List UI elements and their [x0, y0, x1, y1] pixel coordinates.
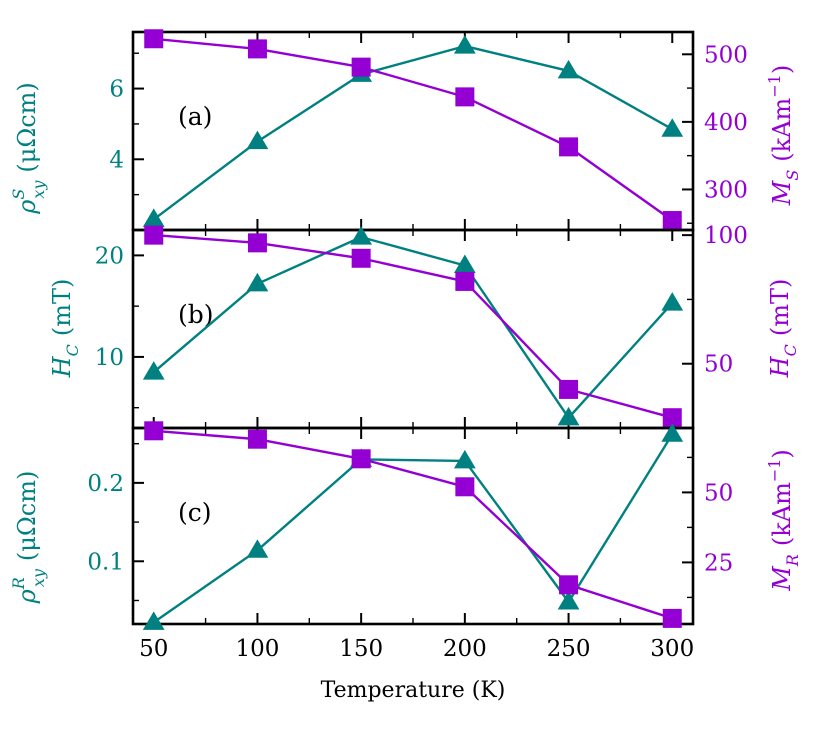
y-right-tick-label: 100 [704, 223, 748, 249]
data-point-triangle [350, 226, 373, 245]
data-point-triangle [142, 208, 165, 227]
series-line-square [153, 233, 673, 419]
data-point-square [144, 29, 164, 49]
data-point-square [351, 449, 371, 469]
data-point-triangle [142, 611, 165, 630]
data-point-square [455, 477, 475, 497]
data-point-square [559, 575, 579, 595]
data-point-triangle [557, 59, 580, 79]
data-point-square [144, 421, 164, 441]
y-right-label-sub: R [783, 554, 802, 567]
x-tick-label: 50 [139, 636, 168, 662]
y-left-label: ρSxy (μΩcm) [9, 82, 48, 215]
data-point-triangle [661, 292, 684, 311]
y-right-tick-label: 25 [704, 550, 733, 576]
y-left-tick-label: 4 [109, 147, 124, 173]
data-point-triangle [246, 539, 269, 558]
data-point-square [559, 379, 579, 399]
data-point-triangle [453, 35, 476, 54]
data-point-triangle [246, 130, 269, 150]
y-right-tick-label: 50 [704, 352, 733, 378]
y-right-label-symbol: H [766, 355, 794, 378]
y-right-label-sub: S [783, 170, 802, 181]
x-tick-label: 100 [235, 636, 279, 662]
y-right-label-unit: (mT) [766, 279, 794, 337]
y-right-label-close: ) [768, 449, 796, 458]
y-right-label-symbol: M [768, 565, 796, 592]
series-line-triangle [153, 433, 674, 624]
y-right-label: MR (kAm−1) [765, 449, 802, 592]
panel-frame [131, 426, 695, 626]
y-left-label-sub: C [63, 344, 82, 356]
y-left-label-unit: (μΩcm) [13, 82, 41, 172]
x-axis-label: Temperature (K) [321, 678, 506, 703]
y-left-label-symbol: ρ [13, 200, 41, 215]
data-point-square [662, 211, 682, 231]
x-tick-label: 200 [443, 636, 487, 662]
y-left-label-sub: xy [29, 568, 48, 587]
panel-frame [131, 30, 695, 232]
data-point-triangle [453, 449, 476, 469]
series-line-square [153, 429, 673, 620]
data-point-triangle [557, 591, 580, 610]
data-point-square [559, 137, 579, 157]
y-right-label: MS (kAm−1) [765, 65, 802, 207]
data-point-square [351, 248, 371, 268]
y-left-label-sup: R [9, 577, 28, 590]
data-point-square [247, 233, 267, 253]
x-tick-label: 150 [339, 636, 383, 662]
data-point-square [662, 608, 682, 628]
y-left-label-sub: xy [29, 180, 48, 199]
y-right-label-unit: (kAm [768, 482, 796, 546]
y-left-tick-label: 10 [95, 345, 124, 371]
panel-label: (a) [178, 102, 212, 131]
y-right-label-sub: C [781, 344, 800, 356]
series-line-triangle [152, 235, 674, 419]
data-point-square [351, 57, 371, 77]
series-line-triangle [152, 44, 673, 221]
y-left-label-symbol: H [48, 355, 76, 378]
y-left-label-unit: (mT) [48, 279, 76, 337]
y-right-tick-label: 50 [704, 480, 733, 506]
y-right-label-symbol: M [768, 179, 796, 206]
y-right-tick-label: 400 [704, 110, 748, 136]
y-left-label-symbol: ρ [13, 589, 41, 604]
y-right-tick-label: 500 [704, 42, 748, 68]
panel-label: (c) [178, 498, 212, 527]
y-right-tick-label: 300 [704, 177, 748, 203]
data-point-square [247, 429, 267, 449]
y-left-label: ρRxy (μΩcm) [9, 471, 48, 605]
x-tick-label: 300 [650, 636, 694, 662]
data-point-square [455, 271, 475, 291]
y-left-tick-label: 20 [95, 243, 124, 269]
y-left-label: HC (mT) [48, 279, 82, 379]
y-right-label-close: ) [768, 65, 796, 74]
panel-frame [131, 228, 695, 430]
data-point-square [144, 225, 164, 245]
data-point-square [247, 39, 267, 59]
data-point-square [455, 87, 475, 107]
data-point-triangle [142, 361, 165, 380]
panel-label: (b) [178, 300, 214, 329]
y-right-label-exp: −1 [765, 74, 784, 98]
series-line-square [153, 37, 673, 222]
y-left-tick-label: 0.2 [87, 471, 124, 497]
y-left-tick-label: 0.1 [87, 549, 124, 575]
y-left-label-sup: S [9, 189, 28, 200]
data-point-triangle [557, 406, 580, 426]
y-left-label-unit: (μΩcm) [13, 471, 41, 561]
data-point-triangle [661, 118, 684, 137]
y-left-tick-label: 6 [109, 77, 124, 103]
data-point-triangle [661, 423, 684, 442]
y-right-label-unit: (kAm [768, 97, 796, 161]
x-tick-label: 250 [547, 636, 591, 662]
y-right-label: HC (mT) [766, 279, 800, 379]
data-point-triangle [246, 272, 269, 292]
y-right-label-exp: −1 [765, 459, 784, 483]
